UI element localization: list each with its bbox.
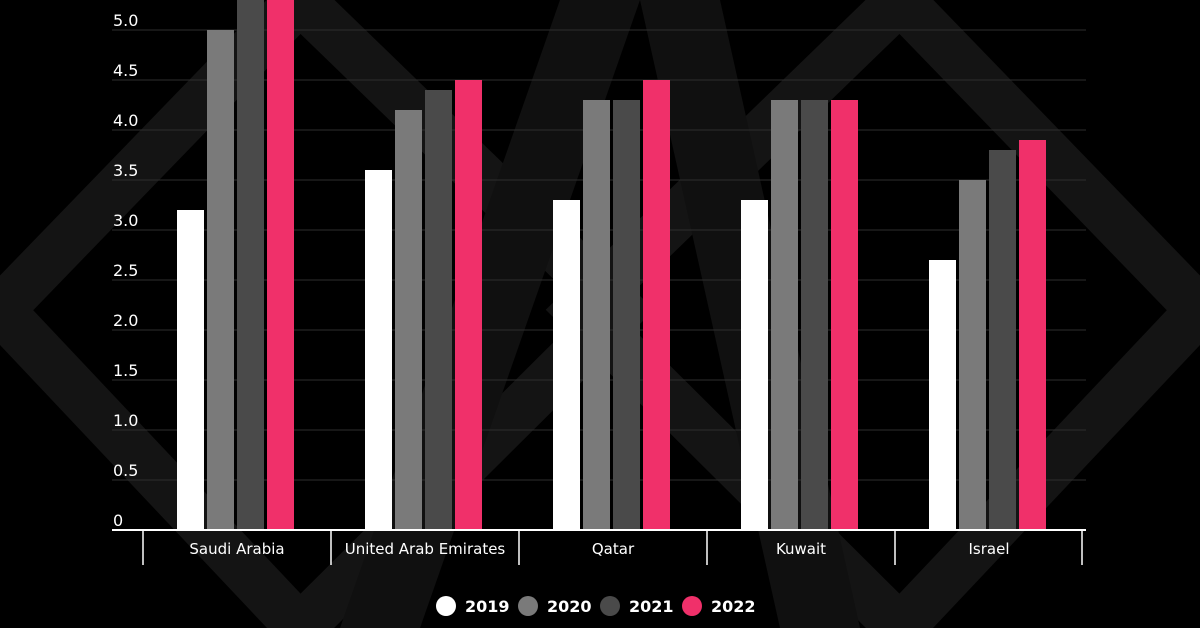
y-tick-label: 1.5 — [113, 361, 138, 380]
bar-2019-3 — [741, 200, 768, 530]
category-label: United Arab Emirates — [345, 540, 506, 558]
y-tick-label: 1.0 — [113, 411, 138, 430]
category-label: Saudi Arabia — [189, 540, 284, 558]
y-tick-label: 0.5 — [113, 461, 138, 480]
y-axis-tick-labels: 0 0.5 1.0 1.5 2.0 2.5 3.0 3.5 4.0 4.5 5.0 — [113, 11, 138, 530]
legend-label-2019: 2019 — [465, 597, 510, 616]
bar-2019-0 — [177, 210, 204, 530]
y-tick-label: 4.5 — [113, 61, 138, 80]
bar-2020-0 — [207, 30, 234, 530]
bar-2020-1 — [395, 110, 422, 530]
bar-2020-2 — [583, 100, 610, 530]
bar-2021-4 — [989, 150, 1016, 530]
bar-2022-2 — [643, 80, 670, 530]
bar-2019-4 — [929, 260, 956, 530]
y-tick-label: 4.0 — [113, 111, 138, 130]
legend: 2019 2020 2021 2022 — [436, 596, 756, 616]
x-axis-category-labels: Saudi Arabia United Arab Emirates Qatar Kuw… — [189, 540, 1009, 558]
y-tick-label: 2.0 — [113, 311, 138, 330]
bar-2021-3 — [801, 100, 828, 530]
legend-swatch-2020 — [518, 596, 538, 616]
legend-swatch-2022 — [682, 596, 702, 616]
bar-2021-1 — [425, 90, 452, 530]
bar-2021-0 — [237, 0, 264, 530]
legend-label-2021: 2021 — [629, 597, 674, 616]
bar-2019-1 — [365, 170, 392, 530]
y-tick-label: 0 — [113, 511, 123, 530]
y-tick-label: 2.5 — [113, 261, 138, 280]
bar-2022-1 — [455, 80, 482, 530]
bar-2021-2 — [613, 100, 640, 530]
bar-2022-3 — [831, 100, 858, 530]
bar-2022-0 — [267, 0, 294, 530]
bar-2020-4 — [959, 180, 986, 530]
category-label: Kuwait — [776, 540, 826, 558]
bar-2019-2 — [553, 200, 580, 530]
y-tick-label: 3.0 — [113, 211, 138, 230]
bars — [177, 0, 1046, 530]
x-axis — [112, 529, 1086, 565]
category-label: Israel — [969, 540, 1010, 558]
bar-2020-3 — [771, 100, 798, 530]
legend-swatch-2019 — [436, 596, 456, 616]
y-tick-label: 3.5 — [113, 161, 138, 180]
bar-2022-4 — [1019, 140, 1046, 530]
legend-swatch-2021 — [600, 596, 620, 616]
legend-label-2022: 2022 — [711, 597, 756, 616]
y-tick-label: 5.0 — [113, 11, 138, 30]
legend-label-2020: 2020 — [547, 597, 592, 616]
category-label: Qatar — [592, 540, 635, 558]
